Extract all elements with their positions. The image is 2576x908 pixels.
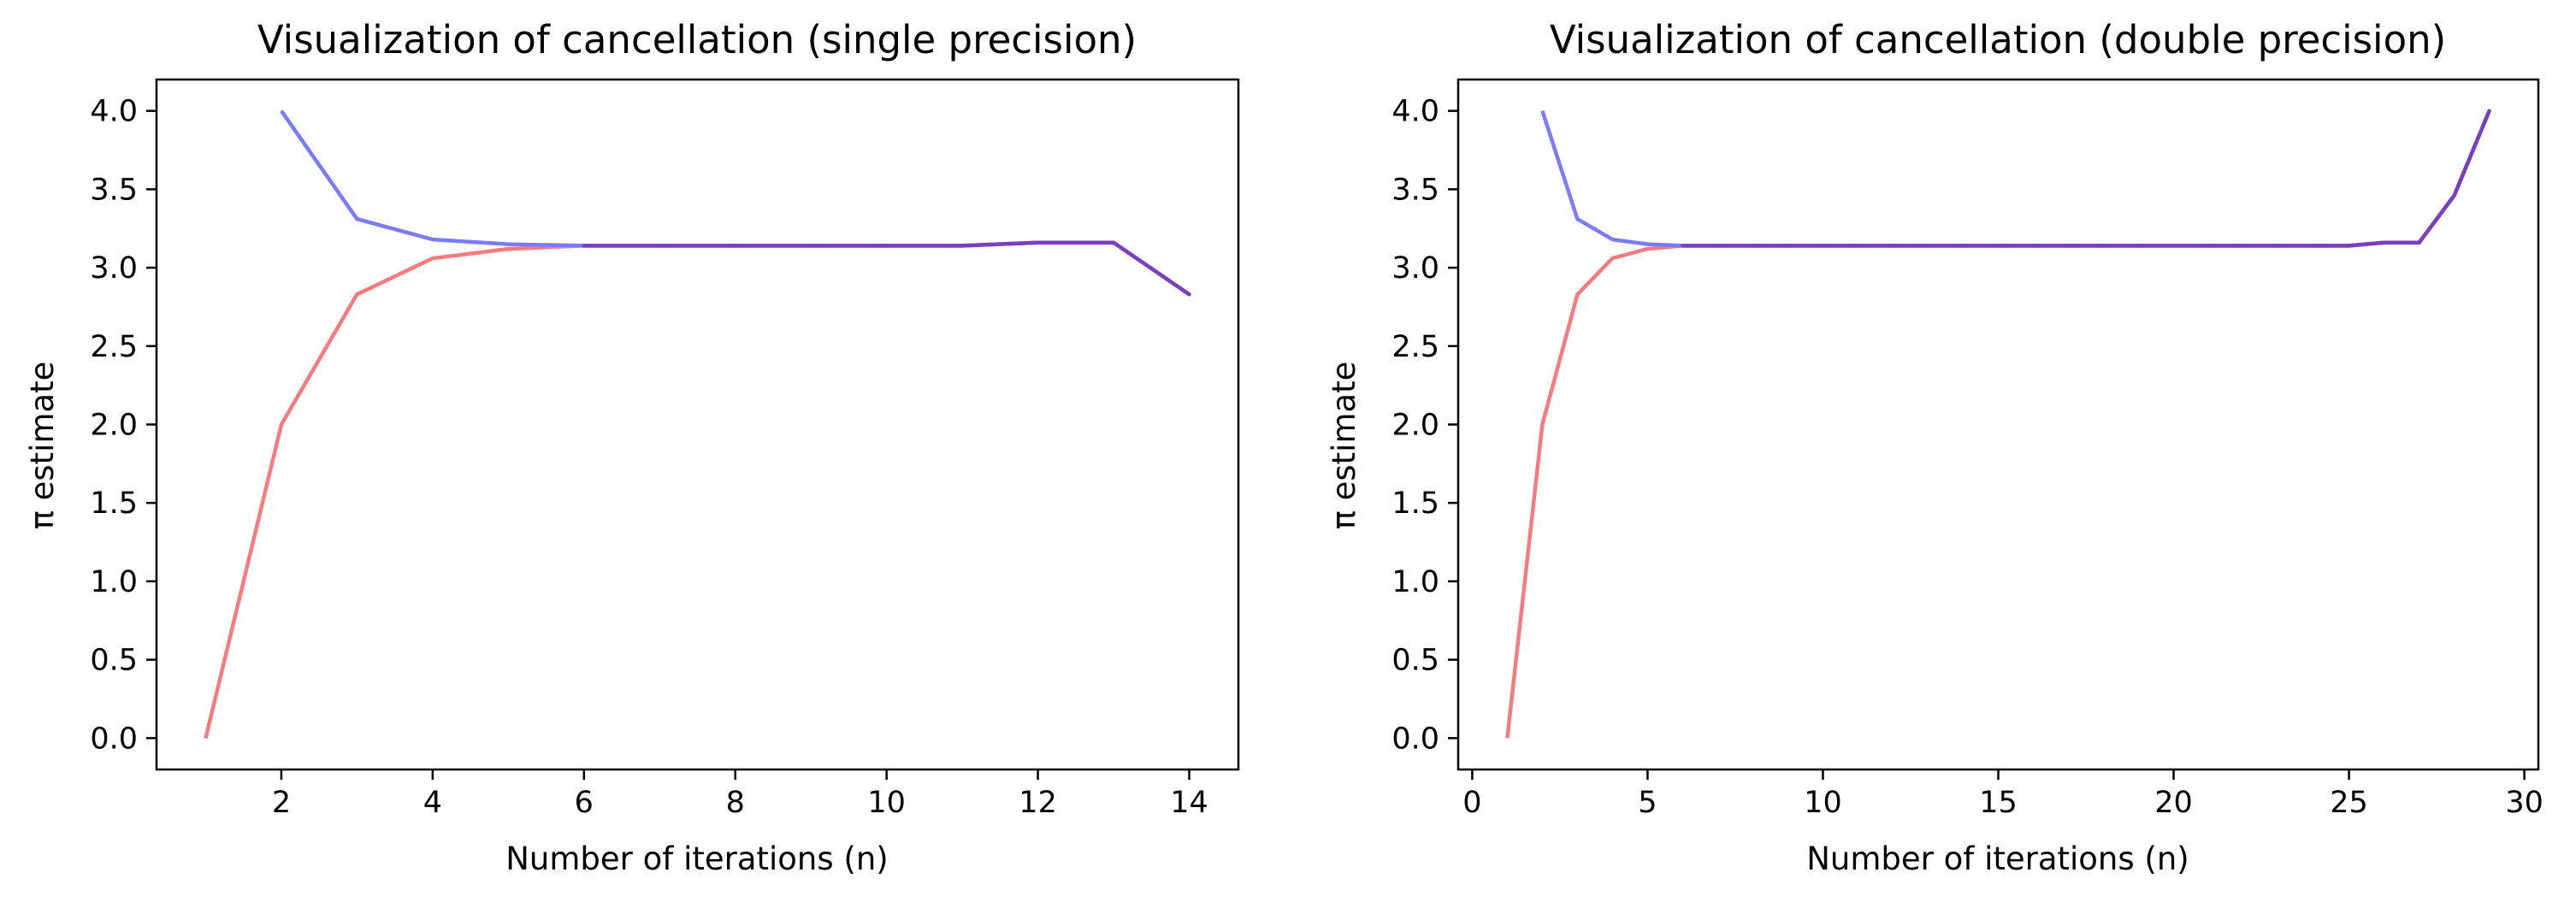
series-overlap-segment [2347,240,2386,248]
series-lines [1505,109,2491,739]
chart-double-precision: Visualization of cancellation (double pr… [1326,17,2544,877]
series-overlap-segment [2417,193,2456,245]
y-tick-label: 2.5 [90,330,138,364]
x-tick-label: 6 [575,786,594,820]
y-tick-label: 2.5 [1391,330,1439,364]
y-tick-label: 0.5 [90,644,138,678]
series-overlap-segment [960,240,1040,248]
y-tick-label: 1.0 [90,565,138,599]
y-tick-label: 2.0 [1391,409,1439,443]
y-tick-label: 3.5 [90,173,138,207]
y-tick-label: 1.5 [90,486,138,521]
y-tick-label: 0.0 [90,722,138,756]
y-axis-label: π estimate [24,362,61,530]
x-tick-label: 5 [1638,786,1657,820]
x-tick-label: 20 [2154,786,2193,820]
x-tick-label: 15 [1979,786,2018,820]
y-tick-label: 4.0 [1391,95,1439,129]
x-axis-label: Number of iterations (n) [505,840,889,877]
y-tick-label: 0.0 [1391,722,1439,756]
x-tick-label: 10 [1804,786,1842,820]
y-tick-label: 4.0 [90,95,138,129]
x-tick-label: 8 [726,786,745,820]
chart-title: Visualization of cancellation (single pr… [257,17,1137,62]
axis-ticks: 2 4 6 8 10 12 14 0.0 0.5 1.0 1.5 2.0 2.5 3.0 3.5 4.0 [90,95,1208,820]
axis-ticks: 0 5 10 15 20 25 30 0.0 0.5 1.0 1.5 2.0 2.5 3.0 3.5 4.0 [1391,95,2544,820]
chart-single-precision: Visualization of cancellation (single pr… [24,17,1240,877]
y-tick-label: 1.5 [1391,486,1439,521]
x-tick-label: 25 [2330,786,2368,820]
x-tick-label: 0 [1462,786,1481,820]
plot-frame [1456,78,2540,771]
x-tick-label: 14 [1170,786,1208,820]
x-axis-label: Number of iterations (n) [1806,840,2189,877]
x-tick-label: 12 [1019,786,1057,820]
y-tick-label: 3.0 [1391,251,1439,286]
x-tick-label: 30 [2505,786,2544,820]
series-lines [204,109,1191,739]
y-tick-label: 0.5 [1391,644,1439,678]
y-axis-label: π estimate [1326,362,1362,530]
series-overlap-segment [2452,109,2491,198]
y-tick-label: 3.0 [90,251,138,286]
chart-title: Visualization of cancellation (double pr… [1550,17,2446,62]
series-overlap-segment [1111,240,1191,297]
x-tick-label: 4 [423,786,442,820]
x-tick-label: 2 [272,786,291,820]
y-tick-label: 2.0 [90,409,138,443]
x-tick-label: 10 [867,786,906,820]
plot-frame [155,78,1240,771]
y-tick-label: 3.5 [1391,173,1439,207]
y-tick-label: 1.0 [1391,565,1439,599]
